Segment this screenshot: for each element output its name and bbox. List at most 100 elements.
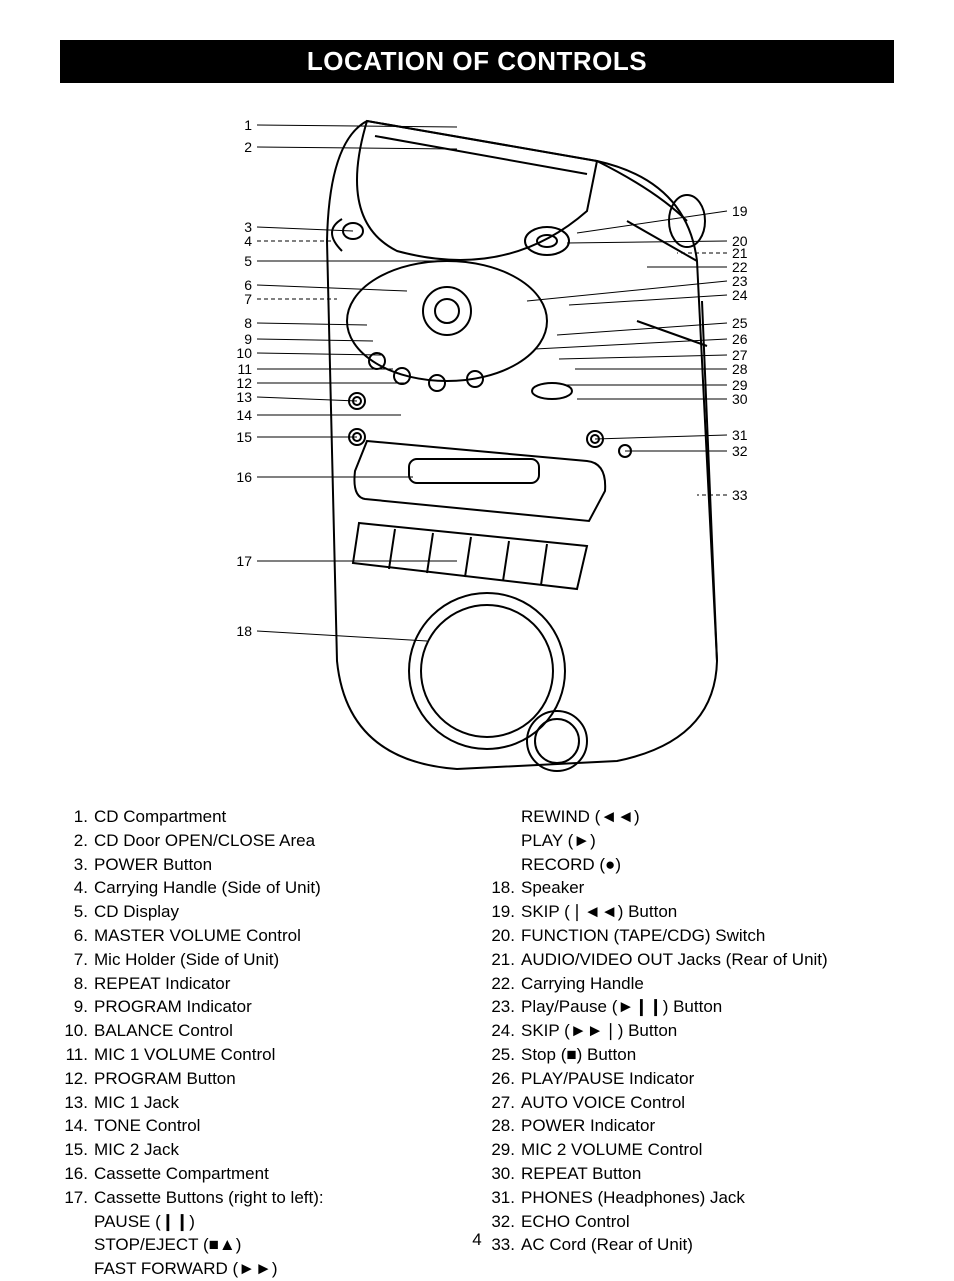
callout-leader xyxy=(535,339,727,349)
legend-item-number: 20 xyxy=(487,924,521,948)
legend-item-text: FUNCTION (TAPE/CDG) Switch xyxy=(521,924,894,948)
callout-leader xyxy=(257,147,457,149)
legend-item-text: POWER Indicator xyxy=(521,1114,894,1138)
legend-item-number: 23 xyxy=(487,995,521,1019)
callout-number: 16 xyxy=(236,469,252,485)
callout-number: 26 xyxy=(732,331,748,347)
section-title: LOCATION OF CONTROLS xyxy=(60,40,894,83)
legend-item-text: MIC 1 VOLUME Control xyxy=(94,1043,467,1067)
callout-number: 32 xyxy=(732,443,748,459)
legend-item-text: PLAY/PAUSE Indicator xyxy=(521,1067,894,1091)
legend-item-number: 15 xyxy=(60,1138,94,1162)
legend-item-text: AUTO VOICE Control xyxy=(521,1091,894,1115)
legend-item-number: 7 xyxy=(60,948,94,972)
legend-item-number: 5 xyxy=(60,900,94,924)
legend-item-text: SKIP (►►❘) Button xyxy=(521,1019,894,1043)
legend-item-number: 1 xyxy=(60,805,94,829)
legend-item-number: 25 xyxy=(487,1043,521,1067)
legend-item: 10BALANCE Control xyxy=(60,1019,467,1043)
legend-item: 24SKIP (►►❘) Button xyxy=(487,1019,894,1043)
legend-item-text: MIC 2 VOLUME Control xyxy=(521,1138,894,1162)
legend-item-number: 31 xyxy=(487,1186,521,1210)
legend-item-number: 13 xyxy=(60,1091,94,1115)
callout-leader xyxy=(257,397,357,401)
callout-leader xyxy=(257,631,427,641)
legend-item: 20FUNCTION (TAPE/CDG) Switch xyxy=(487,924,894,948)
legend-col-right: REWIND (◄◄)PLAY (►)RECORD (●) 18Speaker1… xyxy=(487,805,894,1281)
legend-item-text: CD Compartment xyxy=(94,805,467,829)
legend-subitem: PLAY (►) xyxy=(487,829,894,853)
legend-item-number: 22 xyxy=(487,972,521,996)
legend-item: 25Stop (■) Button xyxy=(487,1043,894,1067)
legend-item-text: Carrying Handle (Side of Unit) xyxy=(94,876,467,900)
legend-item-text: PROGRAM Indicator xyxy=(94,995,467,1019)
callout-leader xyxy=(257,339,373,341)
legend-item-number: 21 xyxy=(487,948,521,972)
legend-item-number: 27 xyxy=(487,1091,521,1115)
legend-subitem: RECORD (●) xyxy=(487,853,894,877)
legend-subitem: FAST FORWARD (►►) xyxy=(60,1257,467,1281)
legend-item-number: 12 xyxy=(60,1067,94,1091)
callout-number: 18 xyxy=(236,623,252,639)
legend-item-text: Mic Holder (Side of Unit) xyxy=(94,948,467,972)
legend-item-number: 11 xyxy=(60,1043,94,1067)
callout-leader xyxy=(257,227,353,231)
legend-item: 11MIC 1 VOLUME Control xyxy=(60,1043,467,1067)
legend-item-number: 28 xyxy=(487,1114,521,1138)
legend-item: 15MIC 2 Jack xyxy=(60,1138,467,1162)
legend-item-text: MIC 1 Jack xyxy=(94,1091,467,1115)
callout-number: 8 xyxy=(244,315,252,331)
legend-item: 23Play/Pause (►❙❙) Button xyxy=(487,995,894,1019)
legend-item-text: MASTER VOLUME Control xyxy=(94,924,467,948)
legend-item-text: CD Display xyxy=(94,900,467,924)
callout-leader xyxy=(569,295,727,305)
legend-item: 28POWER Indicator xyxy=(487,1114,894,1138)
legend-item: 12PROGRAM Button xyxy=(60,1067,467,1091)
legend-item: 17Cassette Buttons (right to left): xyxy=(60,1186,467,1210)
legend-item: 2CD Door OPEN/CLOSE Area xyxy=(60,829,467,853)
legend-item: 16Cassette Compartment xyxy=(60,1162,467,1186)
legend-item-number: 18 xyxy=(487,876,521,900)
legend-item: 9PROGRAM Indicator xyxy=(60,995,467,1019)
legend-item: 6MASTER VOLUME Control xyxy=(60,924,467,948)
legend-item-number: 4 xyxy=(60,876,94,900)
callout-number: 31 xyxy=(732,427,748,443)
legend-item: 14TONE Control xyxy=(60,1114,467,1138)
legend-item-text: PHONES (Headphones) Jack xyxy=(521,1186,894,1210)
callout-number: 17 xyxy=(236,553,252,569)
product-diagram: 123456789101112131415161718 192021222324… xyxy=(157,101,797,781)
legend-item-number: 24 xyxy=(487,1019,521,1043)
callout-number: 13 xyxy=(236,389,252,405)
legend-item-text: AUDIO/VIDEO OUT Jacks (Rear of Unit) xyxy=(521,948,894,972)
legend-item-number: 30 xyxy=(487,1162,521,1186)
page-number: 4 xyxy=(0,1230,954,1250)
legend-item: 19SKIP (❘◄◄) Button xyxy=(487,900,894,924)
callout-number: 24 xyxy=(732,287,748,303)
legend-item: 27AUTO VOICE Control xyxy=(487,1091,894,1115)
legend-item-number: 14 xyxy=(60,1114,94,1138)
legend-item-number: 10 xyxy=(60,1019,94,1043)
callout-number: 25 xyxy=(732,315,748,331)
legend-item-text: REPEAT Button xyxy=(521,1162,894,1186)
legend-item: 8REPEAT Indicator xyxy=(60,972,467,996)
legend-item: 21AUDIO/VIDEO OUT Jacks (Rear of Unit) xyxy=(487,948,894,972)
legend-item-text: Stop (■) Button xyxy=(521,1043,894,1067)
legend-item-text: SKIP (❘◄◄) Button xyxy=(521,900,894,924)
diagram-container: 123456789101112131415161718 192021222324… xyxy=(60,101,894,781)
callout-leader xyxy=(567,241,727,243)
legend-item-text: Carrying Handle xyxy=(521,972,894,996)
legend-item-text: POWER Button xyxy=(94,853,467,877)
legend-item: 4Carrying Handle (Side of Unit) xyxy=(60,876,467,900)
legend-item-number: 8 xyxy=(60,972,94,996)
callout-number: 4 xyxy=(244,233,252,249)
legend-item-number: 3 xyxy=(60,853,94,877)
legend-item-text: BALANCE Control xyxy=(94,1019,467,1043)
legend-item-text: TONE Control xyxy=(94,1114,467,1138)
callout-number: 28 xyxy=(732,361,748,377)
legend-columns: 1CD Compartment2CD Door OPEN/CLOSE Area3… xyxy=(60,805,894,1281)
legend-item-number: 16 xyxy=(60,1162,94,1186)
legend-item-text: MIC 2 Jack xyxy=(94,1138,467,1162)
legend-item: 18Speaker xyxy=(487,876,894,900)
legend-item-text: CD Door OPEN/CLOSE Area xyxy=(94,829,467,853)
legend-item: 30REPEAT Button xyxy=(487,1162,894,1186)
